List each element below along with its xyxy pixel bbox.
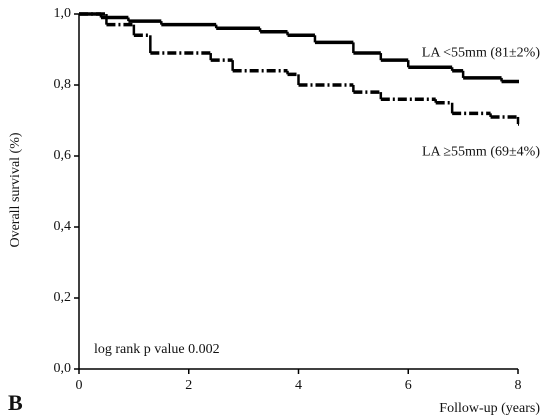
panel-label: B (8, 390, 23, 415)
annotation: log rank p value 0.002 (94, 342, 220, 357)
y-tick-label: 0,4 (54, 219, 72, 234)
x-tick-label: 2 (185, 378, 192, 393)
x-tick-label: 0 (76, 378, 83, 393)
x-tick-label: 6 (405, 378, 412, 393)
y-tick-label: 0,6 (54, 148, 72, 163)
series-label: LA <55mm (81±2%) (422, 46, 541, 61)
y-tick-label: 0,2 (54, 290, 72, 305)
x-axis-label: Follow-up (years) (439, 401, 540, 416)
y-axis-label: Overall survival (%) (8, 132, 23, 247)
x-tick-label: 4 (295, 378, 302, 393)
y-tick-label: 1,0 (54, 6, 72, 21)
y-tick-label: 0,8 (54, 77, 72, 92)
series-label: LA ≥55mm (69±4%) (422, 144, 540, 159)
y-tick-label: 0,0 (54, 361, 72, 376)
x-tick-label: 8 (515, 378, 522, 393)
